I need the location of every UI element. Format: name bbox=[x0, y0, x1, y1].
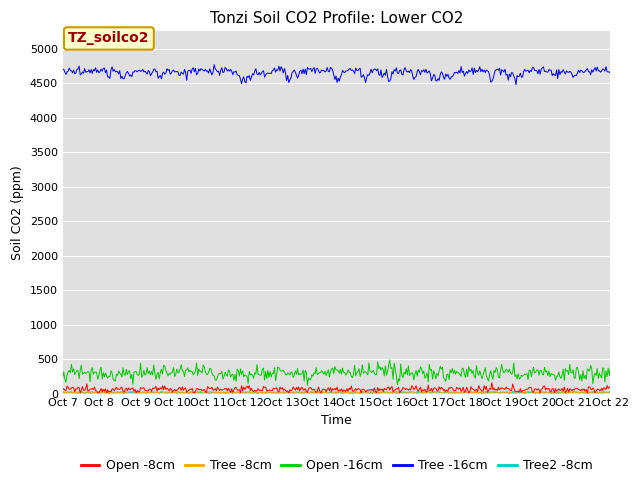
Y-axis label: Soil CO2 (ppm): Soil CO2 (ppm) bbox=[11, 165, 24, 260]
Text: TZ_soilco2: TZ_soilco2 bbox=[68, 32, 150, 46]
Legend: Open -8cm, Tree -8cm, Open -16cm, Tree -16cm, Tree2 -8cm: Open -8cm, Tree -8cm, Open -16cm, Tree -… bbox=[76, 454, 598, 477]
X-axis label: Time: Time bbox=[321, 414, 352, 427]
Title: Tonzi Soil CO2 Profile: Lower CO2: Tonzi Soil CO2 Profile: Lower CO2 bbox=[210, 11, 463, 26]
